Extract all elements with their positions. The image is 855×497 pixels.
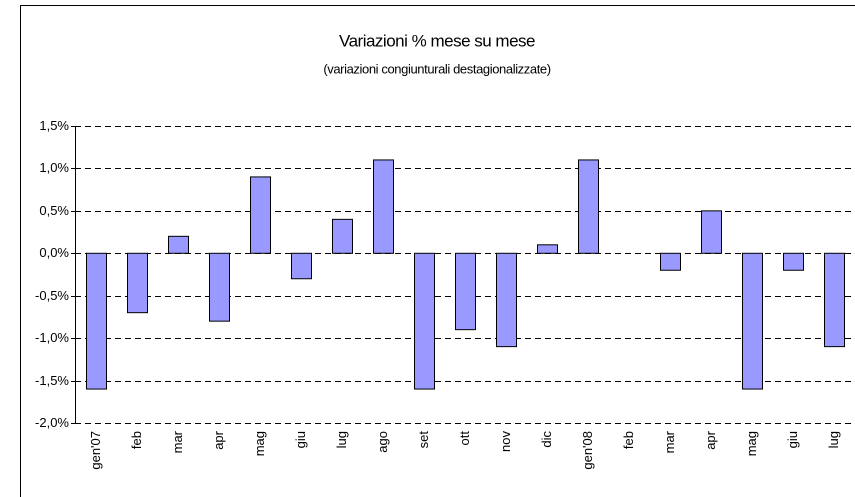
bar (332, 218, 353, 254)
x-tick-label: mag (744, 431, 759, 456)
bar (209, 252, 230, 322)
bar (168, 235, 189, 254)
x-tick-label: apr (211, 430, 226, 449)
x-tick-label: apr (703, 430, 718, 449)
bar (537, 244, 558, 254)
y-tick-label: 1,5% (39, 118, 69, 133)
x-tick-label: giu (785, 431, 800, 448)
bar (86, 252, 107, 390)
x-tick-label: lug (826, 431, 841, 448)
x-tick-label: nov (498, 431, 513, 452)
x-tick-label: feb (129, 431, 144, 449)
x-tick-label: mag (252, 431, 267, 456)
x-tick-label: dic (539, 431, 554, 448)
bar (496, 252, 517, 348)
x-tick-label: gen'07 (88, 431, 103, 470)
y-tick-label: -1,5% (35, 373, 69, 388)
chart-title: Variazioni % mese su mese (339, 31, 535, 50)
bar (250, 176, 271, 254)
bar (455, 252, 476, 331)
bar (291, 252, 312, 280)
bar (373, 159, 394, 254)
x-tick-label: mar (662, 430, 677, 453)
y-tick-label: 0,0% (39, 245, 69, 260)
bar (414, 252, 435, 390)
y-tick-label: -1,0% (35, 330, 69, 345)
bar (578, 159, 599, 254)
y-tick-label: -0,5% (35, 288, 69, 303)
x-tick-label: gen'08 (580, 431, 595, 470)
x-tick-label: ott (457, 431, 472, 446)
x-tick-label: set (416, 431, 431, 449)
bar (824, 252, 845, 348)
bar (660, 252, 681, 271)
chart-subtitle: (variazioni congiunturali destagionalizz… (323, 61, 550, 76)
bar (701, 210, 722, 254)
x-tick-label: lug (334, 431, 349, 448)
y-tick-label: 1,0% (39, 160, 69, 175)
bar (127, 252, 148, 314)
y-tick-label: -2,0% (35, 415, 69, 430)
x-tick-label: feb (621, 431, 636, 449)
bar (783, 252, 804, 271)
bar (742, 252, 763, 390)
x-tick-label: ago (375, 431, 390, 453)
x-tick-label: giu (293, 431, 308, 448)
y-tick-label: 0,5% (39, 203, 69, 218)
x-tick-label: mar (170, 430, 185, 453)
